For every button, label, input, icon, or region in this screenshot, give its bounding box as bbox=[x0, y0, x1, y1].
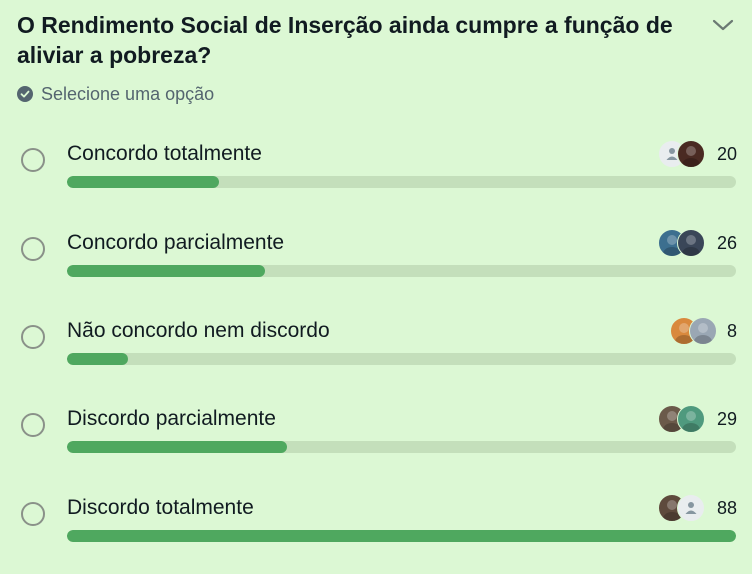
voter-avatars[interactable] bbox=[658, 229, 705, 257]
radio-icon[interactable] bbox=[21, 502, 45, 526]
avatar bbox=[677, 229, 705, 257]
avatar bbox=[677, 140, 705, 168]
vote-bar bbox=[67, 353, 736, 365]
check-circle-icon bbox=[17, 86, 33, 102]
voter-avatars[interactable] bbox=[658, 405, 705, 433]
voter-avatars[interactable] bbox=[670, 317, 717, 345]
chevron-down-icon bbox=[712, 19, 734, 31]
vote-bar-fill bbox=[67, 530, 736, 542]
vote-bar bbox=[67, 530, 736, 542]
poll-card: O Rendimento Social de Inserção ainda cu… bbox=[0, 12, 752, 542]
poll-question: O Rendimento Social de Inserção ainda cu… bbox=[17, 12, 673, 68]
avatar bbox=[677, 405, 705, 433]
poll-hint-text: Selecione uma opção bbox=[41, 83, 215, 104]
default-avatar-icon bbox=[677, 494, 705, 522]
vote-bar-fill bbox=[67, 353, 128, 365]
vote-bar bbox=[67, 441, 736, 453]
voter-avatars[interactable] bbox=[658, 494, 705, 522]
radio-icon[interactable] bbox=[21, 237, 45, 261]
poll-option[interactable]: Discordo totalmente 88 bbox=[0, 494, 752, 574]
vote-bar bbox=[67, 265, 736, 277]
poll-option[interactable]: Discordo parcialmente 29 bbox=[0, 405, 752, 485]
option-label: Discordo parcialmente bbox=[67, 407, 276, 430]
poll-option[interactable]: Concordo parcialmente 26 bbox=[0, 229, 752, 309]
vote-count[interactable]: 8 bbox=[726, 321, 737, 341]
vote-count[interactable]: 29 bbox=[716, 409, 737, 429]
vote-bar-fill bbox=[67, 265, 265, 277]
avatar bbox=[658, 405, 686, 433]
radio-icon[interactable] bbox=[21, 325, 45, 349]
option-label: Concordo parcialmente bbox=[67, 231, 285, 254]
vote-count[interactable]: 88 bbox=[716, 498, 737, 518]
vote-count[interactable]: 20 bbox=[716, 144, 737, 164]
vote-bar-fill bbox=[67, 176, 220, 188]
vote-bar bbox=[67, 176, 736, 188]
option-label: Discordo totalmente bbox=[67, 496, 254, 519]
option-label: Concordo totalmente bbox=[67, 142, 262, 165]
poll-option[interactable]: Concordo totalmente 20 bbox=[0, 140, 752, 220]
poll-hint: Selecione uma opção bbox=[17, 83, 214, 105]
avatar bbox=[689, 317, 717, 345]
voter-avatars[interactable] bbox=[658, 140, 705, 168]
vote-count[interactable]: 26 bbox=[716, 233, 737, 253]
option-label: Não concordo nem discordo bbox=[67, 319, 330, 342]
radio-icon[interactable] bbox=[21, 148, 45, 172]
vote-bar-fill bbox=[67, 441, 288, 453]
expand-button[interactable] bbox=[700, 14, 738, 38]
radio-icon[interactable] bbox=[21, 413, 45, 437]
poll-option[interactable]: Não concordo nem discordo 8 bbox=[0, 317, 752, 397]
